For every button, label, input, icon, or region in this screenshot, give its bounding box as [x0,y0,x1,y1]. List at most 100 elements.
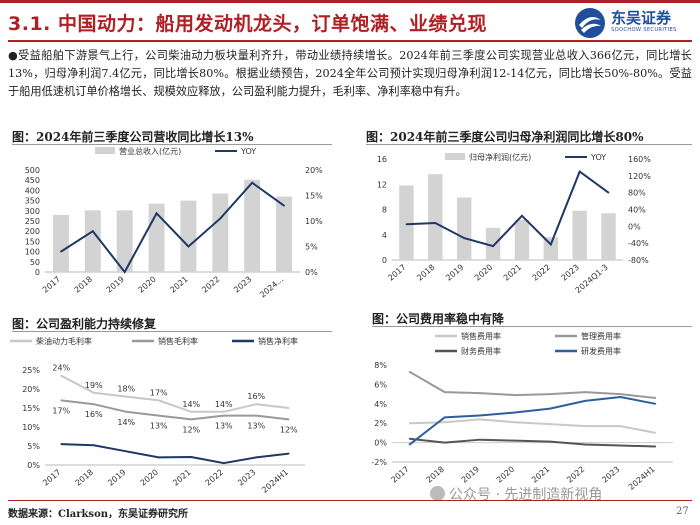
c2-xtick: 2020 [473,263,494,283]
c2-y2tick: 80% [628,189,646,198]
c1-bar [84,210,101,272]
c3-xtick: 2021 [171,468,192,488]
c3-series-point [60,374,63,377]
logo-mark-icon [575,8,605,38]
c1-yoy-point [283,204,285,207]
c2-ytick: 4 [382,231,387,240]
c1-ytick: 0 [35,268,40,277]
c3-series-point [190,411,193,413]
c3-series-line [61,443,289,465]
c1-legend-bar-label: 营业总收入(亿元) [119,146,181,156]
watermark-text: 公众号 · 先进制造新视角 [449,487,603,503]
c4-series-point [479,392,481,394]
c4-series-line [409,418,656,434]
c3-series-point [157,456,160,459]
c2-y2tick: 0% [628,222,641,231]
c1-legend-line-label: YOY [240,147,256,156]
c2-ytick: 8 [382,206,387,215]
c1-xtick: 2017 [41,275,62,295]
c3-series-point [255,456,258,459]
c4-series-point [584,391,586,393]
c4-xtick: 2017 [389,465,410,485]
c3-series-point [92,403,95,405]
c4-ytick: 2% [374,419,387,428]
c3-ytick: 5% [27,442,40,451]
c2-bar [485,227,501,260]
c2-y2tick: -40% [628,239,649,248]
c2-yoy-point [578,170,581,173]
c4-series-point [654,397,657,399]
c1-ytick: 300 [25,207,40,216]
c4-series-point [514,421,516,424]
chart3-caption: 图：公司盈利能力持续修复 [12,317,157,331]
c2-legend-bar-label: 归母净利润(亿元) [469,152,531,162]
c4-xtick: 2021 [530,465,551,485]
c4-xtick: 2020 [495,465,516,485]
c2-xtick: 2022 [531,263,552,283]
c1-bar [276,196,293,272]
c2-bar [456,197,472,260]
c4-legend-label: 管理费用率 [581,331,621,341]
c3-series-point [125,395,128,398]
c1-xtick: 2021 [168,275,189,295]
c2-ytick: 16 [377,155,387,164]
c4-ytick: 8% [374,361,387,370]
c4-series-point [654,432,657,434]
logo-chinese: 东吴证券 [611,9,672,27]
c1-yoy-point [92,230,94,232]
wechat-icon [430,486,445,501]
c4-legend-label: 销售费用率 [461,331,501,341]
c1-yoy-point [219,217,222,220]
c3-data-label: 14% [117,418,135,427]
c3-data-label: 14% [182,400,200,409]
c2-xtick: 2018 [415,263,436,283]
c3-xtick: 2020 [139,468,160,488]
c1-ytick: 250 [25,217,40,226]
c2-yoy-point [434,222,437,224]
c2-bar [601,213,616,260]
c4-ytick: 6% [374,380,387,389]
c3-data-label: 12% [280,425,298,434]
c3-series-point [60,399,63,402]
c3-series-point [157,399,160,402]
c3-ytick: 25% [22,366,40,375]
c4-series-point [443,441,446,444]
c2-xtick: 2017 [386,263,407,283]
c3-data-label: 12% [182,425,200,434]
c4-legend-label: 财务费用率 [461,346,501,356]
c3-series-point [92,392,95,394]
c1-yoy-point [60,250,62,253]
c4-xtick: 2024H1 [627,465,657,492]
c4-xtick: 2019 [460,465,481,485]
margin-chart: 0% 5% 10% 15% 20% 25% 24% 19% 18% 17% 14% 14% 16% 17%… [10,336,305,493]
c4-series-point [514,411,516,414]
c4-series-point [654,403,657,405]
c3-data-label: 16% [247,392,265,401]
c4-series-point [408,443,411,446]
c3-series-point [92,444,95,447]
c3-series-point [287,418,290,421]
c4-series-point [514,394,516,396]
c4-series-line [409,370,656,399]
c1-ytick: 500 [25,166,40,175]
c2-y2tick: -80% [628,256,649,265]
c3-series-point [60,443,63,445]
c3-xtick: 2017 [41,468,62,488]
c4-series-point [549,393,551,395]
c1-y2tick: 15% [305,192,323,201]
c1-ytick: 50 [30,258,40,267]
net-profit-chart: 0 4 8 12 16 -80% -40% 0% 40% 80% 120% 160% 2017 2018 2… [377,152,651,295]
chart2-caption: 图：2024年前三季度公司归母净利润同比增长80% [366,130,644,144]
c4-series-line [409,437,656,448]
c3-legend-label: 柴油动力毛利率 [36,336,92,346]
c4-ytick: -2% [371,458,387,467]
watermark: 公众号 · 先进制造新视角 [430,484,602,504]
c1-y2tick: 5% [305,243,318,252]
c3-series-point [287,452,290,455]
c3-data-label: 17% [52,406,70,415]
c4-series-point [584,443,586,446]
c4-series-point [549,407,551,410]
c3-series-point [222,462,225,464]
c3-xtick: 2024H1 [260,468,290,493]
